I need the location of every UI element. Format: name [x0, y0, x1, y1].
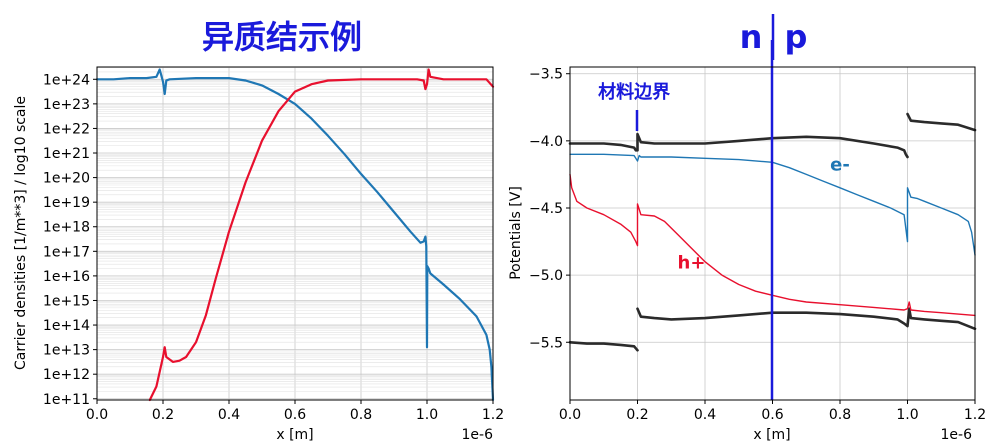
y-tick-label: 1e+24: [43, 72, 90, 88]
y-tick-label: 1e+19: [43, 195, 90, 211]
annotation-label: h+: [678, 252, 706, 273]
y-tick-label: 1e+23: [43, 97, 90, 113]
n-region-label: n: [740, 18, 763, 56]
right-ticks: 0.0 0.2 0.4 0.6 0.8 1.0 1.2 −3.5 −4.0 −4.5 −5.0 −5.…: [529, 67, 986, 423]
x-tick-label: 0.6: [761, 407, 783, 423]
series-line-5: [569, 173, 976, 317]
x-tick-label: 1.0: [896, 407, 918, 423]
series-line-1: [906, 112, 977, 132]
x-tick-label: 0.4: [218, 407, 240, 423]
right-x-axis-label: x [m]: [753, 427, 790, 443]
y-tick-label: 1e+15: [43, 293, 90, 309]
left-grid: [96, 67, 494, 401]
page-title: 异质结示例: [202, 18, 362, 56]
x-tick-label: 0.2: [626, 407, 648, 423]
series-line-1: [148, 68, 495, 402]
left-ticks: 0.0 0.2 0.4 0.6 0.8 1.0 1.2 1e+11 1e+12 1e+13 1e+1…: [43, 72, 504, 423]
series-line-0: [95, 68, 495, 402]
y-tick-label: 1e+22: [43, 121, 90, 137]
x-tick-label: 1.2: [964, 407, 986, 423]
x-tick-label: 1.0: [416, 407, 438, 423]
y-tick-label: 1e+21: [43, 146, 90, 162]
potentials-chart: 0.0 0.2 0.4 0.6 0.8 1.0 1.2 −3.5 −4.0 −4.5 −5.0 −5.…: [508, 40, 986, 443]
left-y-axis-label: Carrier densities [1/m**3] / log10 scale: [13, 96, 29, 370]
series-line-0: [568, 132, 909, 159]
left-x-offset-label: 1e-6: [462, 427, 494, 443]
y-tick-label: 1e+12: [43, 367, 90, 383]
right-annotations: 材料边界 e-h+: [598, 81, 850, 274]
x-tick-label: 1.2: [482, 407, 504, 423]
series-line-3: [636, 307, 977, 331]
y-tick-label: 1e+13: [43, 343, 90, 359]
y-tick-label: −5.5: [529, 335, 563, 351]
left-series: [95, 68, 495, 402]
x-tick-label: 0.0: [86, 407, 108, 423]
y-tick-label: 1e+18: [43, 220, 90, 236]
y-tick-label: 1e+16: [43, 269, 90, 285]
y-tick-label: −5.0: [529, 268, 563, 284]
right-y-axis-label: Potentials [V]: [508, 186, 524, 280]
x-tick-label: 0.8: [829, 407, 851, 423]
x-tick-label: 0.4: [694, 407, 716, 423]
y-tick-label: 1e+14: [43, 318, 90, 334]
y-tick-label: 1e+20: [43, 171, 90, 187]
x-tick-label: 0.2: [152, 407, 174, 423]
right-x-offset-label: 1e-6: [941, 427, 973, 443]
y-tick-label: −4.5: [529, 201, 563, 217]
y-tick-label: −3.5: [529, 67, 563, 83]
left-x-axis-label: x [m]: [276, 427, 313, 443]
x-tick-label: 0.0: [559, 407, 581, 423]
p-region-label: p: [785, 18, 808, 56]
y-tick-label: 1e+17: [43, 244, 90, 260]
x-tick-label: 0.6: [284, 407, 306, 423]
x-tick-label: 0.8: [350, 407, 372, 423]
series-line-4: [569, 153, 976, 256]
right-series: [568, 112, 977, 352]
carrier-density-chart: 0.0 0.2 0.4 0.6 0.8 1.0 1.2 1e+11 1e+12 1e+13 1e+1…: [13, 66, 504, 443]
y-tick-label: −4.0: [529, 134, 563, 150]
series-line-2: [568, 340, 639, 352]
annotation-label: 材料边界: [598, 81, 670, 103]
annotation-label: e-: [830, 154, 850, 175]
y-tick-label: 1e+11: [43, 392, 90, 408]
